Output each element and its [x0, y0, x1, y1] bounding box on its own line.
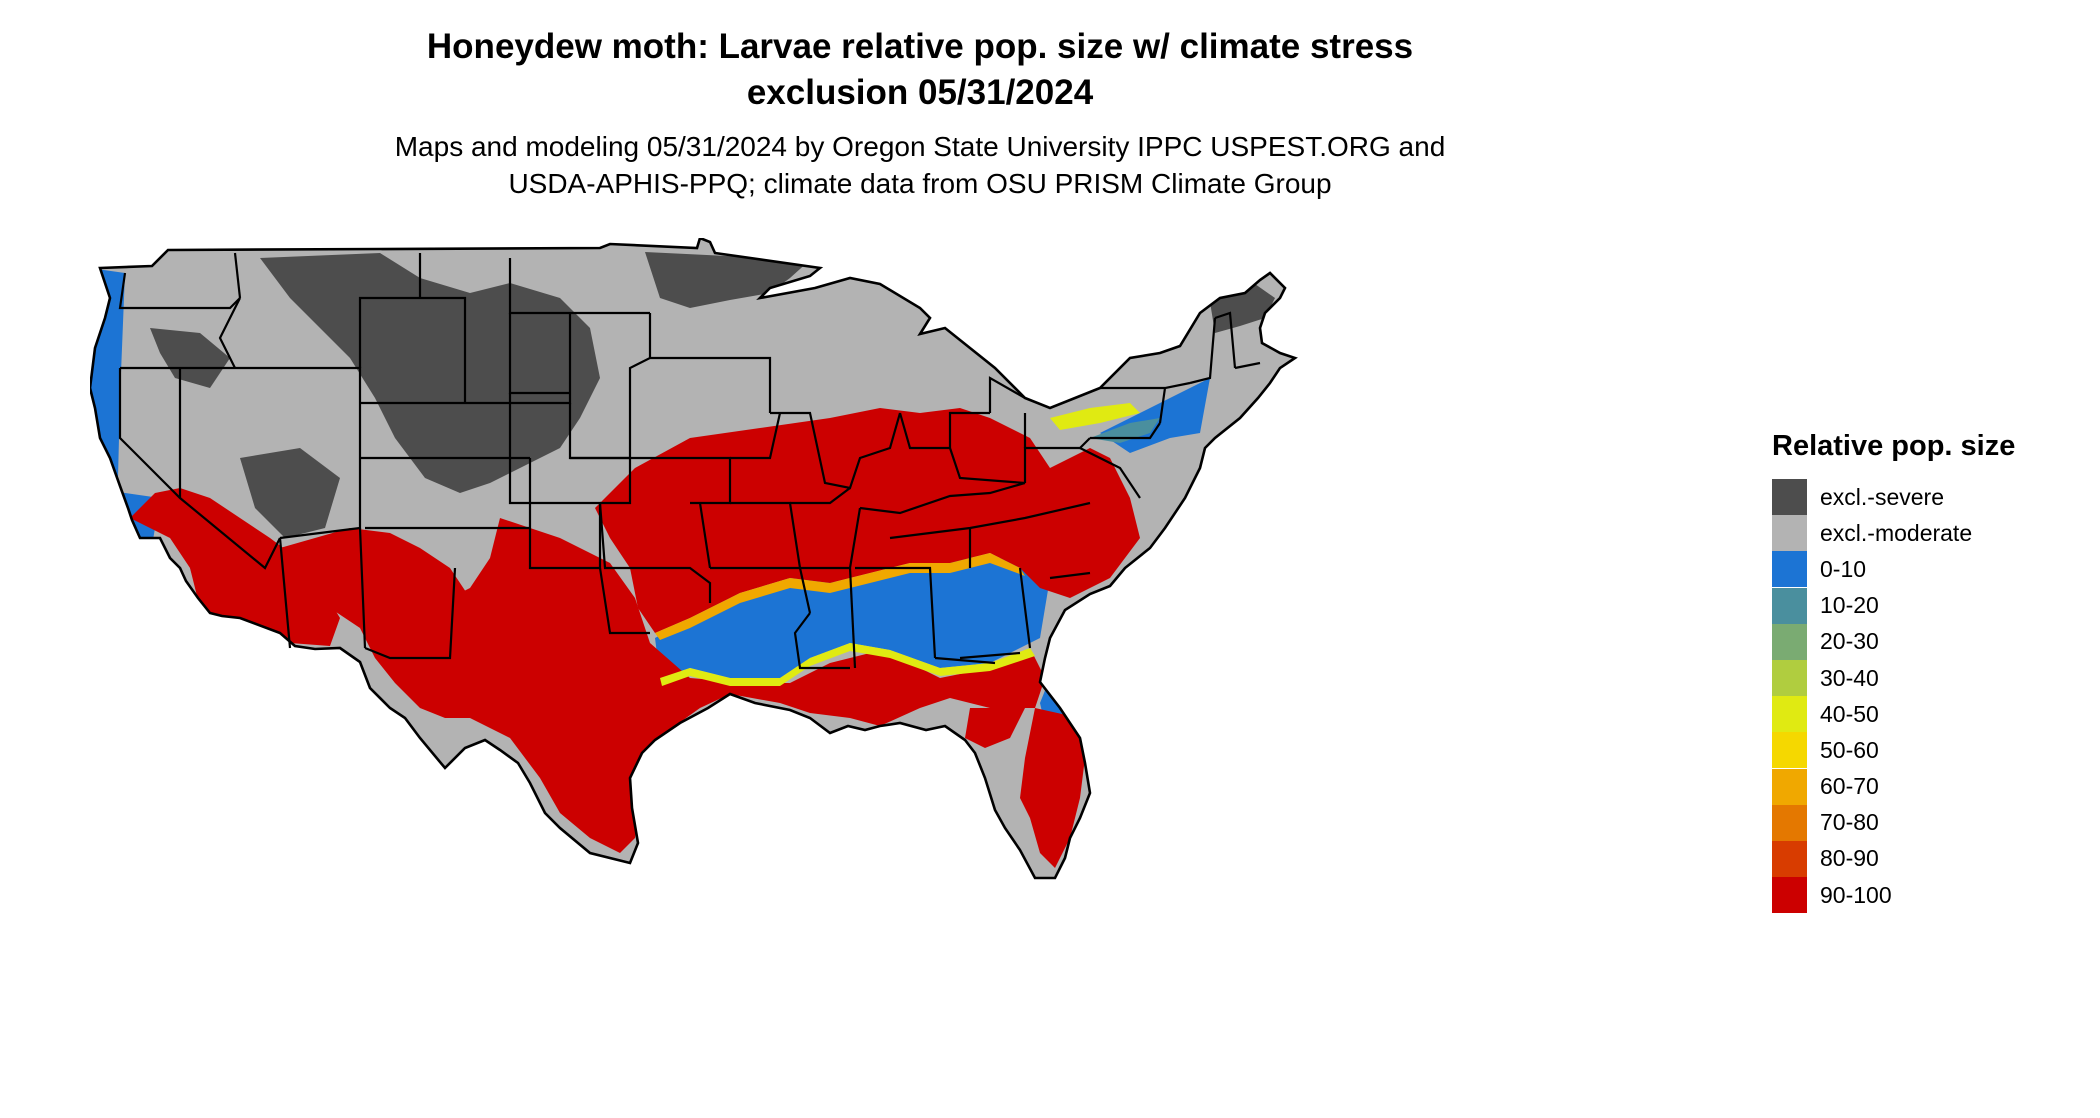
- legend-swatch: [1772, 768, 1807, 805]
- legend-swatch: [1772, 840, 1807, 877]
- legend-title: Relative pop. size: [1772, 430, 2016, 462]
- state-boundaries: [90, 238, 1298, 880]
- legend-item: 70-80: [1772, 804, 2015, 841]
- legend-label: 0-10: [1820, 555, 1867, 582]
- legend-label: excl.-moderate: [1820, 519, 1973, 546]
- legend-label: 10-20: [1820, 592, 1879, 619]
- legend-swatch: [1772, 587, 1807, 624]
- legend-label: 70-80: [1820, 809, 1879, 836]
- legend-swatch: [1772, 877, 1807, 914]
- legend-item: 0-10: [1772, 551, 2015, 588]
- legend-label: 80-90: [1820, 845, 1879, 872]
- legend-label: 40-50: [1820, 700, 1879, 727]
- title-line-2: exclusion 05/31/2024: [746, 73, 1094, 112]
- subtitle-line-1: Maps and modeling 05/31/2024 by Oregon S…: [394, 131, 1446, 162]
- legend-item: 20-30: [1772, 623, 2015, 660]
- legend-item: 10-20: [1772, 587, 2015, 624]
- legend-item: 90-100: [1772, 877, 2015, 914]
- legend-swatch: [1772, 551, 1807, 588]
- us-risk-map: [90, 238, 1298, 880]
- legend-items: excl.-severe excl.-moderate 0-10 10-20 20-30…: [1772, 479, 2015, 914]
- legend-item: excl.-severe: [1772, 479, 2015, 516]
- legend-label: 20-30: [1820, 628, 1879, 655]
- legend-swatch: [1772, 623, 1807, 660]
- legend-swatch: [1772, 804, 1807, 841]
- legend-label: excl.-severe: [1820, 483, 1944, 510]
- legend-item: excl.-moderate: [1772, 515, 2015, 552]
- legend: Relative pop. size excl.-severe excl.-mod…: [1772, 430, 2016, 914]
- legend-swatch: [1772, 696, 1807, 733]
- legend-swatch: [1772, 515, 1807, 552]
- subtitle-line-2: USDA-APHIS-PPQ; climate data from OSU PR…: [508, 168, 1332, 199]
- legend-swatch: [1772, 732, 1807, 769]
- legend-swatch: [1772, 660, 1807, 697]
- legend-label: 90-100: [1820, 881, 1892, 908]
- legend-swatch: [1772, 479, 1807, 516]
- legend-item: 50-60: [1772, 732, 2015, 769]
- legend-item: 80-90: [1772, 840, 2015, 877]
- legend-label: 30-40: [1820, 664, 1879, 691]
- legend-item: 40-50: [1772, 696, 2015, 733]
- map-subtitle: Maps and modeling 05/31/2024 by Oregon S…: [300, 128, 1540, 202]
- legend-item: 60-70: [1772, 768, 2015, 805]
- legend-label: 50-60: [1820, 736, 1879, 763]
- legend-label: 60-70: [1820, 773, 1879, 800]
- title-line-1: Honeydew moth: Larvae relative pop. size…: [426, 27, 1414, 66]
- map-title: Honeydew moth: Larvae relative pop. size…: [300, 24, 1540, 116]
- legend-item: 30-40: [1772, 660, 2015, 697]
